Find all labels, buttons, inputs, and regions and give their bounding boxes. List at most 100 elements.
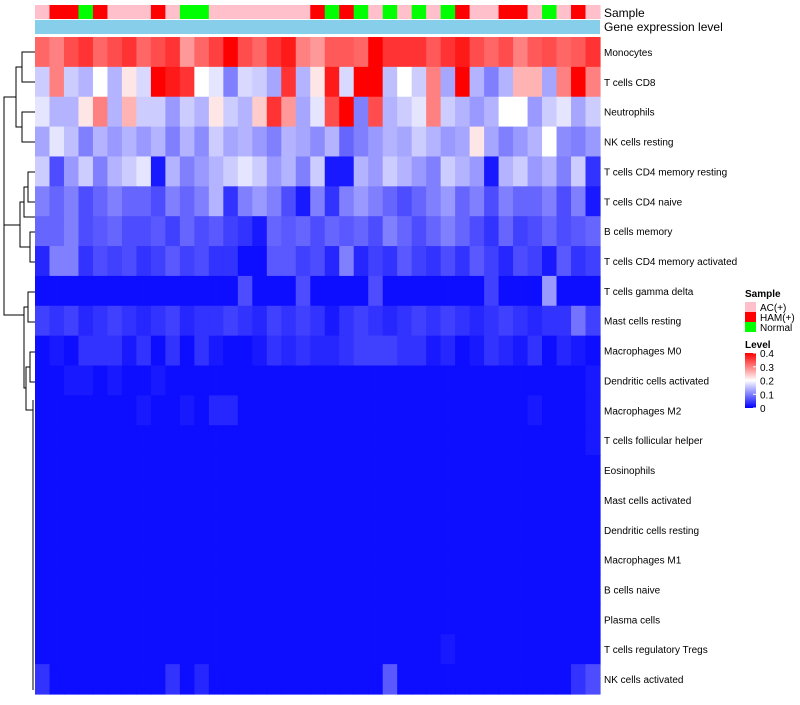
heatmap-cell xyxy=(310,664,326,695)
heatmap-cell xyxy=(426,216,442,247)
heatmap-cell xyxy=(150,395,166,426)
heatmap-cell xyxy=(252,37,268,68)
heatmap-cell xyxy=(382,664,398,695)
heatmap-cell xyxy=(237,634,253,665)
dendrogram-branch xyxy=(21,111,35,143)
heatmap-cell xyxy=(368,37,384,68)
heatmap-cell xyxy=(237,664,253,695)
heatmap-cell xyxy=(426,574,442,606)
heatmap-cell xyxy=(455,96,471,128)
legend-level-tick-label: 0 xyxy=(760,404,766,415)
heatmap-cell xyxy=(469,126,485,158)
heatmap-cell xyxy=(397,37,413,68)
sample-annotation-cell xyxy=(440,5,456,19)
heatmap-cell xyxy=(208,126,224,158)
heatmap-cell xyxy=(281,574,297,606)
heatmap-cell xyxy=(353,634,369,665)
heatmap-cell xyxy=(92,664,109,695)
heatmap-cell xyxy=(237,66,253,98)
heatmap-cell xyxy=(382,305,398,337)
heatmap-cell xyxy=(426,126,442,158)
heatmap-cell xyxy=(368,484,384,516)
heatmap-cell xyxy=(411,544,427,576)
heatmap-cell xyxy=(310,275,326,307)
heatmap-cell xyxy=(324,365,340,396)
heatmap-cell xyxy=(324,514,340,546)
heatmap-cell xyxy=(208,634,224,665)
heatmap-cell xyxy=(368,455,384,486)
heatmap-cell xyxy=(324,455,340,486)
heatmap-cell xyxy=(571,96,587,128)
heatmap-cell xyxy=(556,216,572,247)
heatmap-cell xyxy=(498,126,514,158)
heatmap-cell xyxy=(136,335,152,367)
heatmap-cell xyxy=(324,275,340,307)
heatmap-cell xyxy=(411,365,427,396)
heatmap-cell xyxy=(35,365,51,396)
heatmap-cell xyxy=(92,275,109,307)
heatmap-cell xyxy=(295,544,311,576)
heatmap-cell xyxy=(484,335,500,367)
heatmap-cell xyxy=(252,425,268,456)
heatmap-cell xyxy=(440,664,456,695)
heatmap-cell xyxy=(165,395,181,426)
heatmap-cell xyxy=(179,484,195,516)
heatmap-cell xyxy=(136,425,152,456)
heatmap-cell xyxy=(455,37,471,68)
heatmap-cell xyxy=(339,395,355,426)
heatmap-cell xyxy=(208,66,224,98)
heatmap-cell xyxy=(49,544,65,576)
heatmap-cell xyxy=(179,96,195,128)
heatmap-cell xyxy=(63,275,80,307)
heatmap-cell xyxy=(469,156,485,187)
heatmap-cell xyxy=(455,664,471,695)
sample-annotation-cell xyxy=(556,5,572,19)
heatmap-cell xyxy=(281,634,297,665)
heatmap-cell xyxy=(281,216,297,247)
heatmap-cell xyxy=(63,395,80,426)
heatmap-cell xyxy=(165,634,181,665)
heatmap-cell xyxy=(585,514,601,546)
heatmap-cell xyxy=(63,305,80,337)
heatmap-cell xyxy=(107,246,123,277)
heatmap-cell xyxy=(281,37,297,68)
heatmap-cell xyxy=(179,634,195,665)
heatmap-cell xyxy=(411,37,427,68)
heatmap-cell xyxy=(324,634,340,665)
heatmap-cell xyxy=(469,335,485,367)
legend-sample: Sample AC(+)HAM(+)Normal xyxy=(745,289,795,334)
sample-annotation-cell xyxy=(49,5,65,19)
heatmap-cell xyxy=(208,455,224,486)
heatmap-cell xyxy=(455,156,471,187)
heatmap-cell xyxy=(281,96,297,128)
heatmap-cell xyxy=(208,484,224,516)
heatmap-cell xyxy=(542,335,558,367)
heatmap-cell xyxy=(484,126,500,158)
heatmap-cell xyxy=(121,186,138,217)
heatmap-cell xyxy=(165,37,181,68)
heatmap-cell xyxy=(353,604,369,635)
heatmap-cell xyxy=(237,574,253,606)
heatmap-cell xyxy=(78,335,94,367)
heatmap-cell xyxy=(92,514,109,546)
heatmap-cell xyxy=(78,186,94,217)
heatmap-cell xyxy=(63,365,80,396)
heatmap-cell xyxy=(382,365,398,396)
heatmap-cell xyxy=(484,395,500,426)
heatmap-cell xyxy=(266,37,282,68)
heatmap-cell xyxy=(194,604,210,635)
sample-annotation-cell xyxy=(179,5,195,19)
heatmap-cell xyxy=(426,186,442,217)
heatmap-cell xyxy=(556,275,572,307)
heatmap-cell xyxy=(556,544,572,576)
heatmap-cell xyxy=(179,335,195,367)
heatmap-cell xyxy=(310,66,326,98)
heatmap-cell xyxy=(397,634,413,665)
heatmap-cell xyxy=(266,96,282,128)
row-label: T cells follicular helper xyxy=(604,436,703,447)
heatmap-cell xyxy=(281,275,297,307)
heatmap-cell xyxy=(426,246,442,277)
heatmap-cell xyxy=(252,395,268,426)
heatmap-cell xyxy=(484,66,500,98)
